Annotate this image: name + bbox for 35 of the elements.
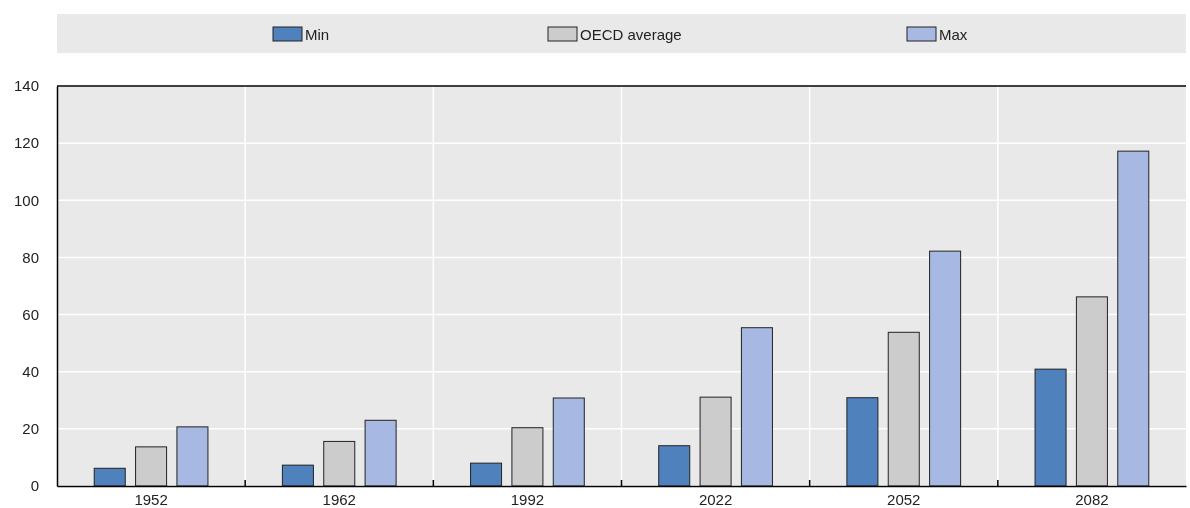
y-tick-label: 140	[13, 77, 39, 95]
bar	[846, 397, 879, 487]
x-tick-label: 2082	[1075, 490, 1109, 508]
bar	[323, 440, 356, 487]
bar	[511, 427, 544, 487]
bar	[740, 327, 773, 487]
bar	[1034, 368, 1067, 487]
bar	[176, 426, 209, 487]
bar	[699, 396, 732, 487]
y-tick-label: 40	[22, 363, 39, 381]
x-tick-label: 1992	[510, 490, 545, 508]
legend-label: Min	[305, 26, 330, 43]
bar	[552, 397, 585, 487]
legend-label: OECD average	[580, 26, 682, 43]
bar	[929, 250, 962, 487]
y-tick-label: 60	[22, 305, 39, 323]
bar	[93, 467, 126, 487]
bar	[887, 331, 920, 487]
y-tick-label: 20	[22, 420, 39, 438]
x-tick-label: 1962	[322, 490, 356, 508]
y-tick-label: 100	[13, 191, 39, 209]
bar	[1117, 150, 1150, 487]
legend-label: Max	[939, 26, 968, 43]
bar	[135, 446, 168, 487]
y-tick-label: 80	[22, 248, 39, 266]
x-tick-label: 2022	[698, 490, 733, 508]
x-tick-label: 1952	[134, 490, 168, 508]
bar	[470, 462, 503, 487]
y-tick-label: 0	[30, 477, 39, 495]
bar	[1075, 296, 1108, 487]
bar	[658, 445, 691, 487]
x-tick-label: 2052	[887, 490, 921, 508]
y-tick-label: 120	[13, 134, 39, 152]
bar	[364, 419, 397, 487]
bar	[281, 464, 314, 487]
